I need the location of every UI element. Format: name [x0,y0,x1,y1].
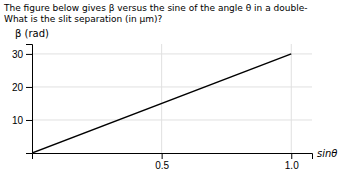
tick-label: 30 [12,49,24,60]
axis-line [33,154,313,160]
tick-mark [26,54,32,55]
grid [32,44,312,153]
grid-line-y [32,86,312,87]
x-axis-label: sinθ [317,148,337,159]
subtitle: What is the slit separation (in μm)? [4,14,163,24]
tick-mark [162,153,163,159]
plot-area: 0.5 1.0 10 20 30 [12,44,313,171]
tick-mark [291,153,292,159]
y-axis-label: β (rad) [15,28,49,39]
tick-label: 20 [12,82,24,93]
tick: 30 [12,49,32,60]
tick: 10 [12,115,32,126]
tick: 20 [12,82,32,93]
grid-line-x [161,44,162,153]
tick-mark [26,87,32,88]
grid-line-y [32,119,312,120]
grid-line-y [32,53,312,54]
title: The figure below gives β versus the sine… [3,3,307,13]
line [32,54,291,153]
tick-label: 1.0 [285,160,299,171]
tick-mark [26,120,32,121]
tick-label: 10 [12,115,24,126]
tick: 1.0 [285,153,299,171]
marks [32,54,291,153]
tick-label: 0.5 [155,160,169,171]
tick: 0.5 [155,153,169,171]
axis-line [26,45,33,154]
grid-line-x [291,44,292,153]
chart: The figure below gives β versus the sine… [0,0,350,175]
x-axis: 0.5 1.0 [33,153,313,171]
y-axis: 10 20 30 [12,45,33,154]
